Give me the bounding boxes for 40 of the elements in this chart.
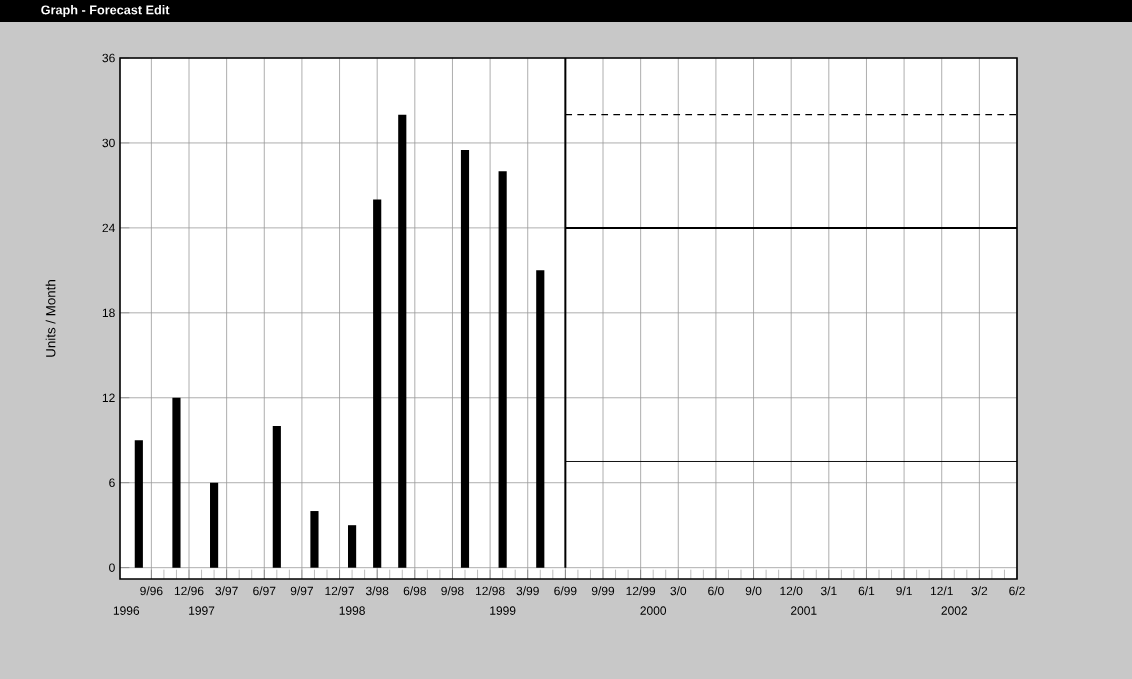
x-tick-label: 9/99 [591,586,615,596]
x-tick-label: 9/0 [745,586,762,596]
x-tick-label: 3/99 [516,586,539,596]
y-tick-label: 24 [102,223,115,233]
x-tick-label: 12/1 [930,586,953,596]
x-tick-label: 6/2 [1009,586,1025,596]
x-tick-label: 3/98 [365,586,389,596]
text: 1998 [339,606,365,615]
x-tick-label: 3/97 [215,586,238,596]
y-tick-label: 30 [102,138,115,148]
x-tick-label: 9/97 [290,586,313,596]
x-tick-label: 9/96 [140,586,163,596]
x-tick-label: 6/99 [554,586,577,596]
y-tick-label: 36 [102,53,115,63]
y-axis-title: Units / Month [45,280,56,357]
x-tick-label: 6/97 [253,586,276,596]
x-tick-label: 12/0 [780,586,803,596]
y-tick-label: 0 [109,563,115,572]
text: 2001 [790,606,817,615]
x-tick-label: 3/2 [971,586,988,596]
text: 2000 [640,606,667,615]
y-tick-label: 12 [102,393,115,402]
x-tick-label: 6/98 [403,586,426,596]
chart-title: Graph - Forecast Edit [41,5,170,17]
x-tick-label: 12/99 [626,586,656,596]
x-tick-label: 6/0 [708,586,724,596]
y-tick-label: 18 [102,308,115,318]
x-tick-label: 9/98 [441,586,464,596]
x-tick-label: 9/1 [896,586,912,596]
text: 1997 [189,606,215,615]
y-tick-label: 6 [109,478,115,487]
text: 1999 [490,606,516,615]
x-tick-label: 12/97 [325,586,354,596]
x-tick-label: 3/1 [820,586,837,596]
x-tick-label: 3/0 [670,586,687,596]
text: 1996 [113,606,140,615]
x-tick-label: 12/98 [476,586,505,596]
text: 2002 [941,606,968,615]
x-tick-label: 6/1 [858,586,875,596]
x-tick-label: 12/96 [174,586,204,596]
